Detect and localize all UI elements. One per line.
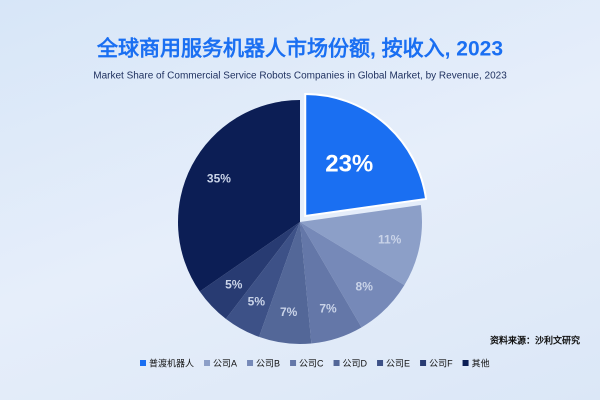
legend-label: 公司A bbox=[213, 358, 237, 368]
legend-label: 公司E bbox=[386, 358, 410, 368]
legend-label: 公司F bbox=[429, 358, 453, 368]
data-label: 7% bbox=[280, 305, 298, 319]
legend-swatch bbox=[333, 360, 340, 366]
legend-swatch bbox=[247, 360, 254, 366]
pie-slice bbox=[259, 222, 312, 344]
legend-label: 公司C bbox=[299, 358, 324, 368]
data-label: 8% bbox=[356, 279, 374, 293]
legend-label: 其他 bbox=[472, 357, 490, 368]
chart-subtitle: Market Share of Commercial Service Robot… bbox=[93, 71, 507, 82]
legend-swatch bbox=[290, 360, 297, 366]
legend-label: 普渡机器人 bbox=[149, 357, 194, 368]
pie-slice bbox=[304, 92, 428, 218]
data-label: 11% bbox=[378, 233, 402, 247]
pie-slice bbox=[225, 222, 300, 337]
pie-slice bbox=[300, 222, 362, 344]
pie-slice bbox=[300, 204, 422, 286]
data-label: 5% bbox=[248, 295, 266, 309]
legend-swatch bbox=[204, 360, 211, 366]
data-label: 23% bbox=[325, 151, 373, 178]
legend-label: 公司B bbox=[256, 358, 280, 368]
legend-swatch bbox=[462, 360, 469, 366]
legend-label: 公司D bbox=[343, 358, 368, 368]
data-label: 7% bbox=[319, 301, 337, 315]
data-label: 5% bbox=[225, 277, 243, 291]
source: 资料来源：沙利文研究 bbox=[490, 334, 580, 345]
pie-slice bbox=[300, 222, 405, 328]
chart-title: 全球商用服务机器人市场份额, 按收入, 2023 bbox=[96, 37, 503, 61]
pie-slice bbox=[199, 222, 300, 319]
data-label: 35% bbox=[207, 172, 231, 186]
pie-slice bbox=[177, 100, 300, 292]
legend-swatch bbox=[377, 360, 384, 366]
legend-swatch bbox=[140, 360, 146, 366]
legend-swatch bbox=[420, 360, 427, 366]
